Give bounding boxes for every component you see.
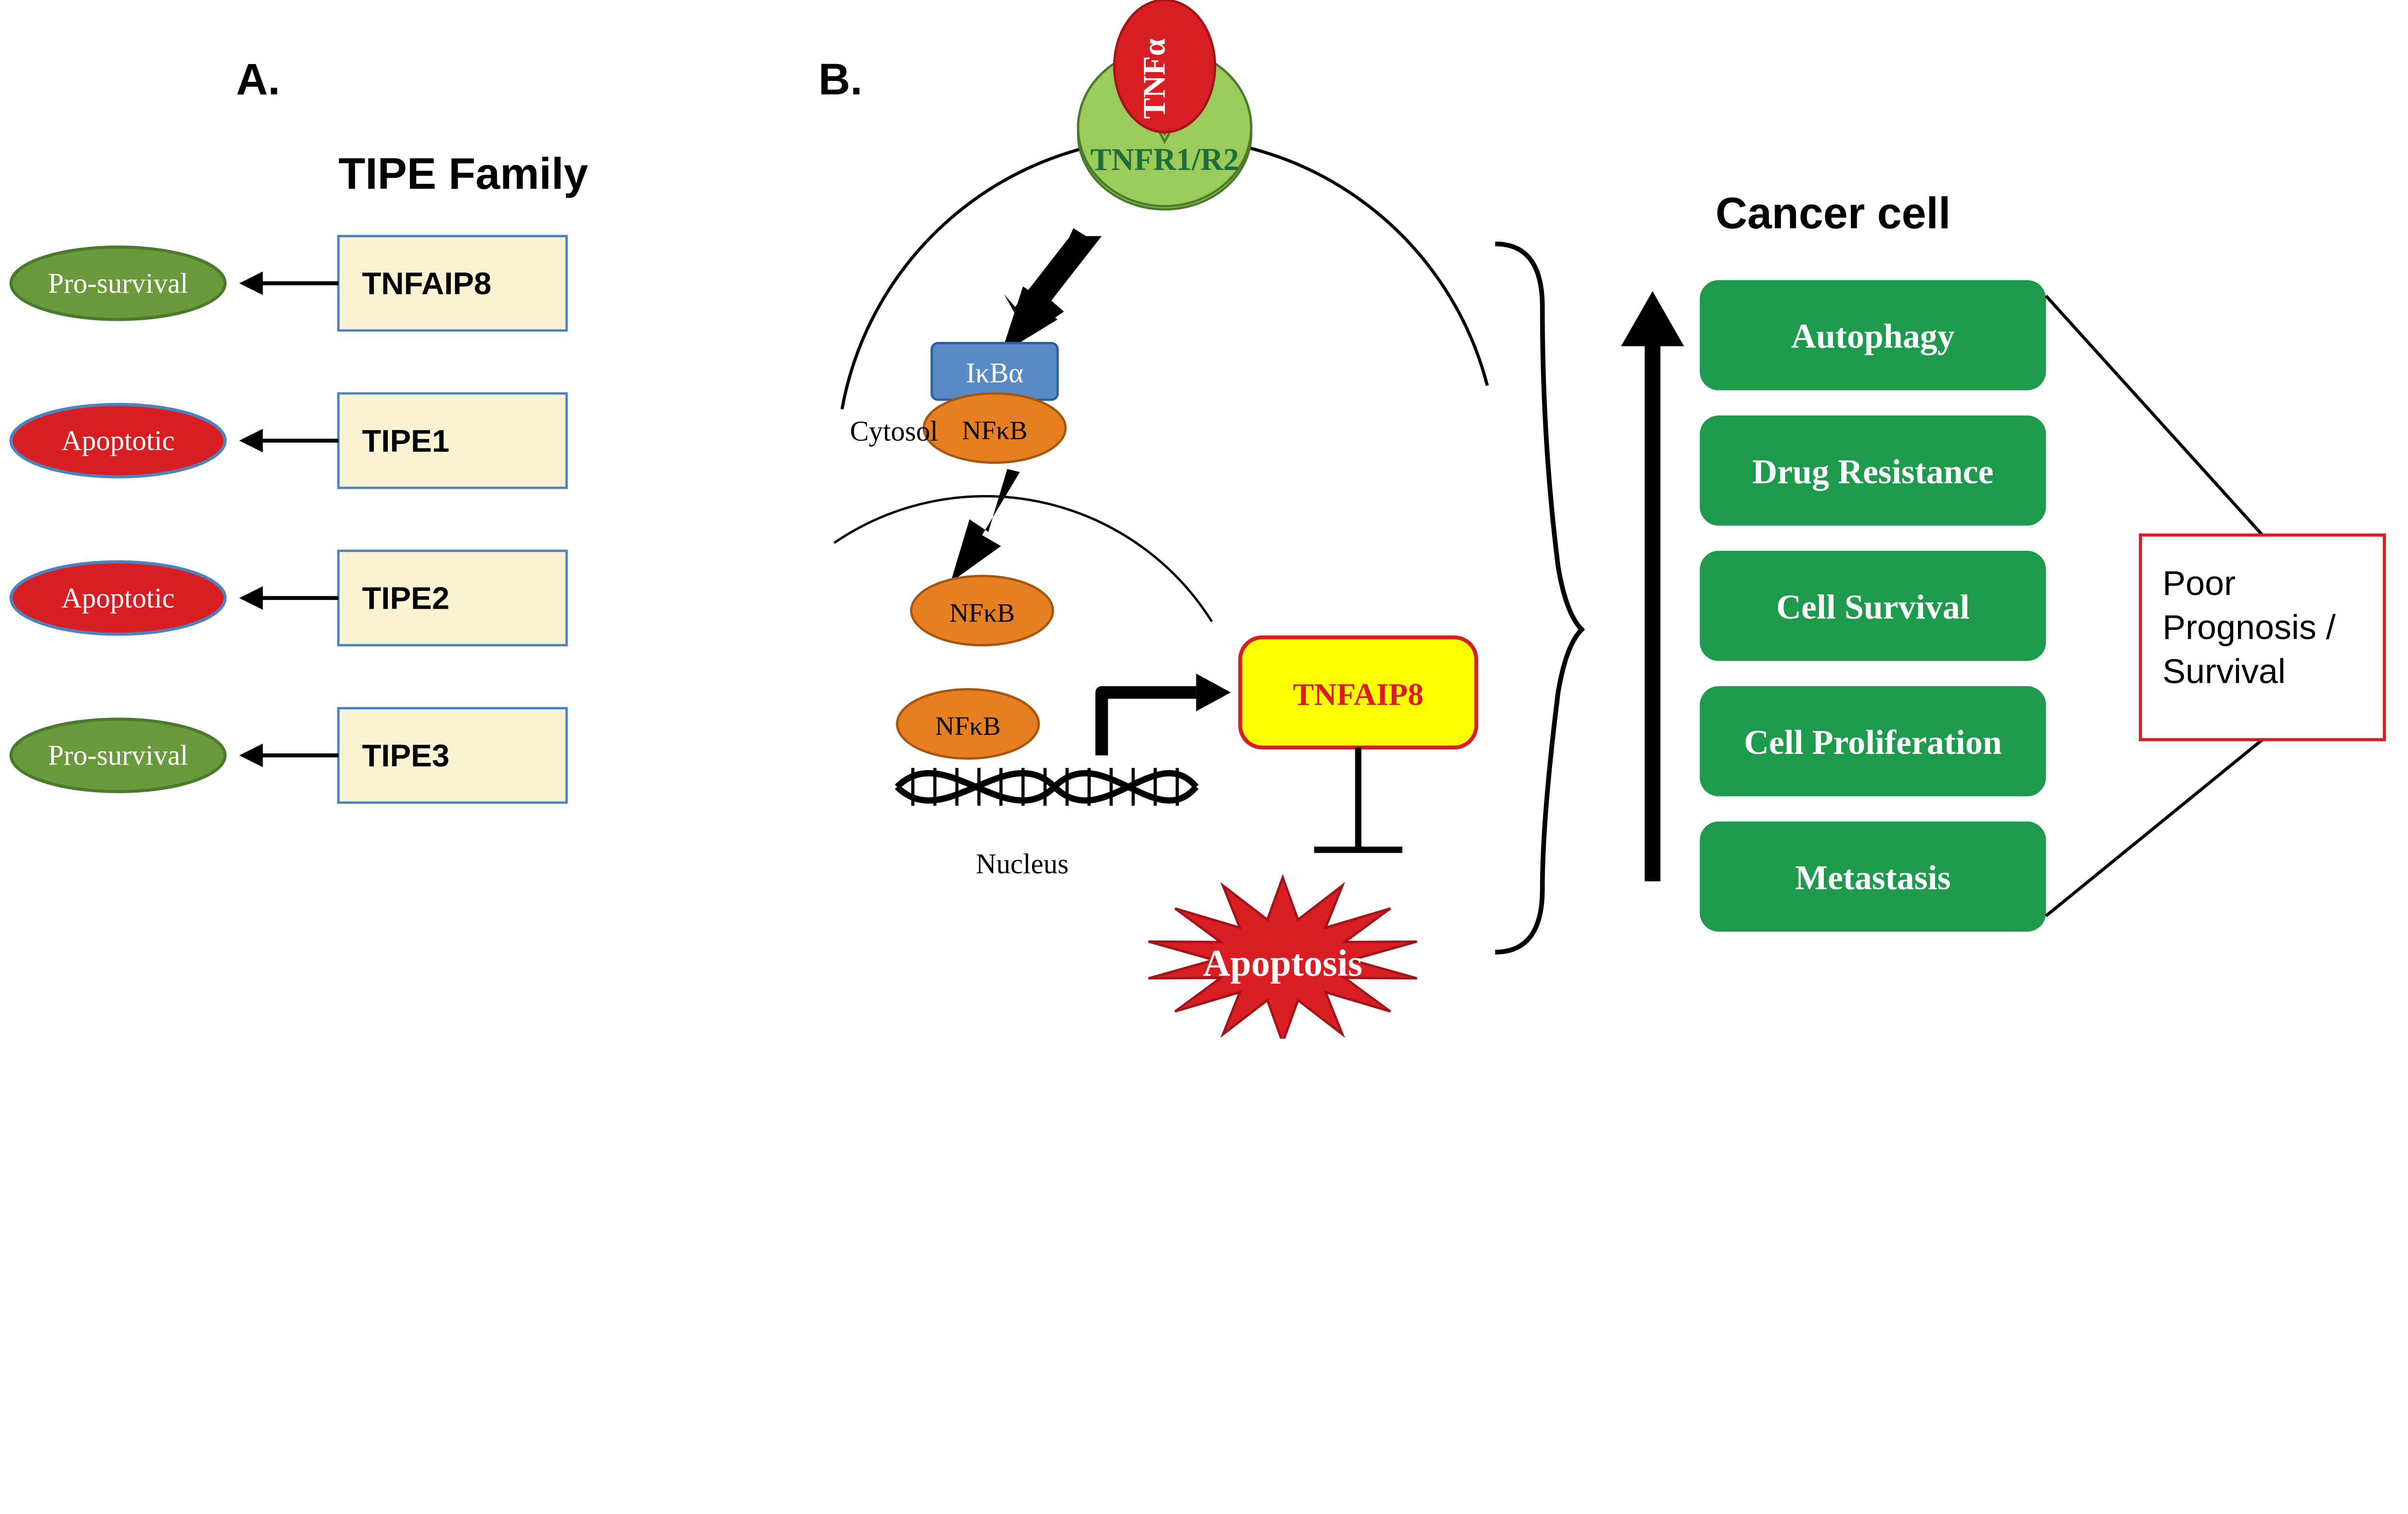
panel-a-label: A. xyxy=(236,55,280,104)
apoptosis-label: Apoptosis xyxy=(1203,942,1362,984)
function-oval-label: Pro-survival xyxy=(48,268,188,299)
curly-brace-icon xyxy=(1495,244,1582,953)
nfkb-label-3: NFκB xyxy=(935,711,1001,741)
tipe-row: TIPE3 Pro-survival xyxy=(11,708,567,803)
outcome-label: Cell Survival xyxy=(1776,587,1969,626)
outcome-label: Metastasis xyxy=(1795,858,1950,897)
connector-line xyxy=(2046,296,2262,535)
tipe-family-diagram: A. TIPE Family TNFAIP8 Pro-survival TIPE1 Apo… xyxy=(0,0,2408,1039)
nucleus-label: Nucleus xyxy=(976,848,1069,880)
function-oval-label: Apoptotic xyxy=(61,425,174,457)
panel-b: B. TNFR1/R2 TNFα IκBα NFκB Cytosol NFκB NFκB Nuc… xyxy=(818,0,2384,1039)
nfkb-label-2: NFκB xyxy=(949,598,1015,628)
tnfa-label: TNFα xyxy=(1137,39,1172,119)
cancer-cell-title: Cancer cell xyxy=(1715,189,1950,238)
tipe-box-label: TIPE2 xyxy=(362,581,450,616)
tipe-row: TNFAIP8 Pro-survival xyxy=(11,236,567,330)
cytosol-label: Cytosol xyxy=(850,416,938,447)
tipe-box-label: TNFAIP8 xyxy=(362,266,492,301)
panel-a: A. TIPE Family TNFAIP8 Pro-survival TIPE1 Apo… xyxy=(11,55,589,803)
up-arrow-head-icon xyxy=(1621,291,1684,346)
connector-line xyxy=(2046,740,2262,916)
outcome-label: Cell Proliferation xyxy=(1744,723,2002,761)
cytosol-complex: IκBα NFκB xyxy=(924,343,1065,462)
tipe-row: TIPE1 Apoptotic xyxy=(11,393,567,488)
fat-arrow-2-icon xyxy=(951,469,1020,582)
receptor-group: TNFR1/R2 TNFα xyxy=(1078,0,1251,209)
tipe-box-label: TIPE3 xyxy=(362,738,450,773)
tipe-row: TIPE2 Apoptotic xyxy=(11,551,567,645)
function-oval-label: Pro-survival xyxy=(48,740,188,771)
transcription-arrow-icon xyxy=(1102,692,1196,756)
function-oval-label: Apoptotic xyxy=(61,582,174,613)
ikba-label: IκBα xyxy=(966,357,1023,389)
dna-icon xyxy=(897,768,1196,806)
panel-a-title: TIPE Family xyxy=(339,149,589,198)
receptor-label: TNFR1/R2 xyxy=(1090,143,1239,177)
tipe-box-label: TIPE1 xyxy=(362,423,450,458)
nfkb-label-1: NFκB xyxy=(962,416,1027,445)
tnfaip8-label: TNFAIP8 xyxy=(1293,678,1424,712)
panel-b-label: B. xyxy=(818,55,862,104)
outcome-label: Autophagy xyxy=(1791,317,1955,355)
outcome-label: Drug Resistance xyxy=(1752,452,1993,491)
